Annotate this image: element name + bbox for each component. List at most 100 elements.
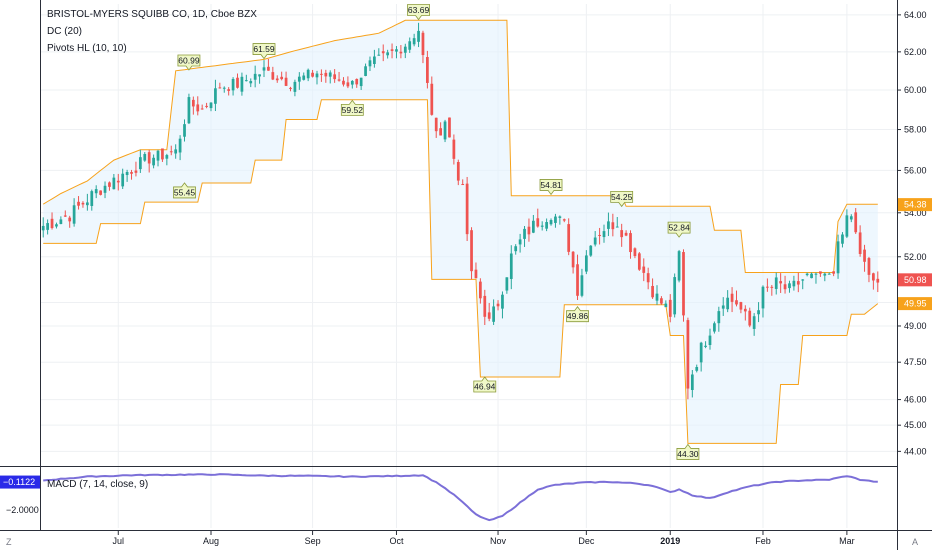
candle <box>774 272 778 295</box>
candle <box>161 148 164 162</box>
candle <box>209 102 213 112</box>
pivot-label-high: 63.69 <box>407 4 430 21</box>
candle <box>607 212 610 237</box>
candle <box>854 208 858 234</box>
timezone-button[interactable]: Z <box>6 537 12 547</box>
pivot-labels: 60.99 61.59 63.69 54.81 54.25 52.84 55.45 59.52… <box>173 4 700 460</box>
candle <box>426 50 429 89</box>
candle <box>673 273 677 318</box>
pivot-label-low: 49.86 <box>566 306 589 323</box>
candle <box>72 198 76 227</box>
pivot-label-low: 46.94 <box>473 376 497 393</box>
candle <box>196 96 200 116</box>
macd-value-tag: −0.1122 <box>0 475 40 489</box>
candle <box>788 280 791 293</box>
candle <box>240 72 244 96</box>
candle <box>832 271 836 277</box>
macd-axis[interactable]: −2.0000 −0.1122 <box>0 475 40 516</box>
candle <box>593 231 597 247</box>
candle <box>412 33 416 47</box>
candle <box>509 245 513 290</box>
candle <box>395 46 398 59</box>
time-tick-label: Sep <box>305 536 321 546</box>
candle <box>470 227 473 280</box>
candle <box>191 96 195 115</box>
candle <box>872 272 875 290</box>
candle <box>796 272 800 293</box>
candle <box>602 224 606 243</box>
candle <box>514 244 518 255</box>
price-tick-label: 44.00 <box>904 446 927 456</box>
candle <box>571 250 575 274</box>
donchian-channel-fill <box>43 20 878 444</box>
candle <box>399 45 403 59</box>
candle <box>328 70 332 84</box>
candle <box>156 149 160 167</box>
candle <box>103 181 107 199</box>
candle <box>704 341 707 349</box>
candle <box>258 74 261 84</box>
candle <box>130 169 133 180</box>
pivot-label-low: 55.45 <box>173 182 196 199</box>
pivot-text: 49.86 <box>567 311 589 321</box>
candle <box>94 185 98 199</box>
auto-scale-button[interactable]: A <box>912 537 918 547</box>
candle <box>845 209 849 239</box>
candle <box>540 221 544 231</box>
price-tags: 54.38 50.98 49.95 <box>898 198 932 311</box>
candle <box>46 219 49 235</box>
candle <box>77 196 80 210</box>
candle <box>214 79 217 112</box>
candle <box>637 251 641 271</box>
candle <box>743 305 747 321</box>
candle <box>752 313 756 336</box>
candle <box>165 153 169 166</box>
legend-macd[interactable]: MACD (7, 14, close, 9) <box>47 479 148 490</box>
candle <box>527 218 531 242</box>
pivot-text: 61.59 <box>253 44 275 54</box>
time-axis[interactable]: Jul Aug Sep Oct Nov Dec 2019 Feb Mar <box>113 531 855 546</box>
candle <box>231 77 235 96</box>
candle <box>138 149 142 173</box>
candle <box>227 87 231 96</box>
donchian-lower-line <box>43 99 879 444</box>
candle <box>315 70 319 85</box>
candle <box>408 37 412 53</box>
candle <box>50 212 54 230</box>
legend-pivots[interactable]: Pivots HL (10, 10) <box>47 43 127 54</box>
candle <box>134 161 138 177</box>
time-tick-label: Jul <box>113 536 125 546</box>
pivot-label-high: 54.25 <box>610 191 634 208</box>
candle <box>633 247 637 259</box>
time-tick-label: Mar <box>839 536 855 546</box>
candle <box>858 225 862 257</box>
candle <box>333 69 337 83</box>
price-tag: 54.38 <box>898 198 932 212</box>
legend-dc[interactable]: DC (20) <box>47 26 82 37</box>
price-tick-label: 58.00 <box>904 125 927 135</box>
candle <box>783 275 787 294</box>
candle <box>686 317 690 400</box>
candle <box>823 272 827 282</box>
macd-line <box>43 473 878 522</box>
candle <box>253 65 257 88</box>
candle <box>620 223 624 247</box>
candle <box>576 254 579 301</box>
candle <box>766 278 769 292</box>
candle <box>611 213 615 237</box>
price-tick-label: 62.00 <box>904 47 927 57</box>
candle <box>562 218 566 223</box>
candle <box>456 159 460 186</box>
candle <box>863 244 866 272</box>
candle <box>280 71 284 81</box>
macd-tick-label: −2.0000 <box>6 505 39 515</box>
time-tick-label: Feb <box>755 536 771 546</box>
candle <box>805 272 809 277</box>
candle <box>99 190 102 196</box>
candle <box>302 72 306 81</box>
candle <box>430 76 434 116</box>
pivot-label-high: 54.81 <box>539 179 563 196</box>
candle <box>222 86 226 93</box>
